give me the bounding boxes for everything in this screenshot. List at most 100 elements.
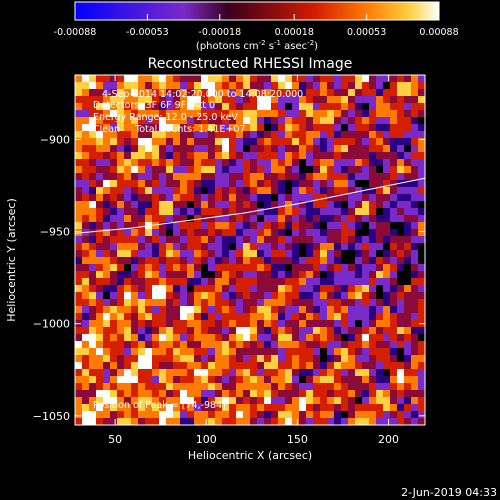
- heatmap-cell: [278, 285, 286, 293]
- heatmap-cell: [208, 110, 216, 118]
- heatmap-cell: [250, 124, 258, 132]
- heatmap-cell: [124, 299, 132, 307]
- annotation-peak: Position of Peak = [74,-984]: [93, 400, 226, 411]
- heatmap-cell: [271, 166, 279, 174]
- heatmap-cell: [271, 145, 279, 153]
- heatmap-cell: [82, 145, 90, 153]
- heatmap-cell: [306, 145, 314, 153]
- heatmap-cell: [75, 397, 83, 405]
- heatmap-cell: [278, 124, 286, 132]
- heatmap-cell: [418, 418, 425, 425]
- heatmap-cell: [229, 131, 237, 139]
- heatmap-cell: [159, 383, 167, 391]
- heatmap-cell: [390, 159, 398, 167]
- heatmap-cell: [166, 257, 174, 265]
- heatmap-cell: [117, 166, 125, 174]
- heatmap-cell: [250, 404, 258, 412]
- heatmap-cell: [404, 215, 412, 223]
- heatmap-cell: [362, 313, 370, 321]
- heatmap-cell: [299, 411, 307, 419]
- heatmap-cell: [82, 264, 90, 272]
- heatmap-cell: [194, 243, 202, 251]
- annotation-time-range: 4-Sep-2014 14:02:20.000 to 14:08:20.000: [102, 89, 303, 100]
- heatmap-cell: [229, 173, 237, 181]
- heatmap-cell: [250, 376, 258, 384]
- heatmap-cell: [138, 208, 146, 216]
- heatmap-cell: [355, 264, 363, 272]
- heatmap-cell: [341, 383, 349, 391]
- heatmap-cell: [390, 215, 398, 223]
- heatmap-cell: [327, 411, 335, 419]
- heatmap-cell: [285, 166, 293, 174]
- heatmap-cell: [348, 201, 356, 209]
- heatmap-cell: [82, 110, 90, 118]
- heatmap-cell: [362, 103, 370, 111]
- heatmap-cell: [82, 341, 90, 349]
- heatmap-cell: [369, 243, 377, 251]
- heatmap-cell: [376, 348, 384, 356]
- heatmap-cell: [271, 180, 279, 188]
- heatmap-cell: [187, 292, 195, 300]
- heatmap-cell: [369, 117, 377, 125]
- heatmap-cell: [411, 222, 419, 230]
- heatmap-cell: [131, 376, 139, 384]
- heatmap-cell: [180, 152, 188, 160]
- heatmap-cell: [292, 355, 300, 363]
- heatmap-cell: [96, 264, 104, 272]
- heatmap-cell: [404, 348, 412, 356]
- heatmap-cell: [89, 250, 97, 258]
- heatmap-cell: [418, 215, 425, 223]
- heatmap-cell: [159, 341, 167, 349]
- heatmap-cell: [180, 404, 188, 412]
- heatmap-cell: [418, 243, 425, 251]
- heatmap-cell: [348, 117, 356, 125]
- heatmap-cell: [208, 215, 216, 223]
- heatmap-cell: [376, 138, 384, 146]
- heatmap-cell: [194, 320, 202, 328]
- heatmap-cell: [348, 390, 356, 398]
- heatmap-cell: [138, 145, 146, 153]
- heatmap-cell: [75, 208, 83, 216]
- heatmap-cell: [369, 229, 377, 237]
- heatmap-cell: [187, 334, 195, 342]
- heatmap-cell: [243, 138, 251, 146]
- heatmap-cell: [96, 82, 104, 90]
- heatmap-cell: [131, 271, 139, 279]
- heatmap-cell: [376, 383, 384, 391]
- heatmap-cell: [103, 292, 111, 300]
- heatmap-cell: [257, 229, 265, 237]
- heatmap-cell: [131, 285, 139, 293]
- heatmap-cell: [418, 397, 425, 405]
- heatmap-cell: [152, 306, 160, 314]
- heatmap-cell: [222, 236, 230, 244]
- heatmap-cell: [243, 117, 251, 125]
- heatmap-cell: [187, 173, 195, 181]
- heatmap-cell: [278, 145, 286, 153]
- heatmap-cell: [96, 215, 104, 223]
- heatmap-cell: [285, 180, 293, 188]
- heatmap-cell: [215, 327, 223, 335]
- heatmap-cell: [271, 194, 279, 202]
- heatmap-cell: [201, 187, 209, 195]
- heatmap-cell: [82, 320, 90, 328]
- heatmap-cell: [369, 138, 377, 146]
- heatmap-cell: [264, 166, 272, 174]
- heatmap-cell: [117, 264, 125, 272]
- heatmap-cell: [131, 327, 139, 335]
- heatmap-cell: [257, 75, 265, 83]
- heatmap-cell: [355, 208, 363, 216]
- heatmap-cell: [327, 418, 335, 425]
- heatmap-cell: [376, 194, 384, 202]
- heatmap-cell: [110, 250, 118, 258]
- heatmap-cell: [82, 362, 90, 370]
- heatmap-cell: [313, 320, 321, 328]
- heatmap-cell: [348, 299, 356, 307]
- heatmap-cell: [369, 166, 377, 174]
- heatmap-cell: [187, 369, 195, 377]
- heatmap-cell: [159, 208, 167, 216]
- heatmap-cell: [187, 110, 195, 118]
- heatmap-cell: [306, 229, 314, 237]
- heatmap-cell: [166, 208, 174, 216]
- heatmap-cell: [369, 418, 377, 425]
- heatmap-cell: [306, 124, 314, 132]
